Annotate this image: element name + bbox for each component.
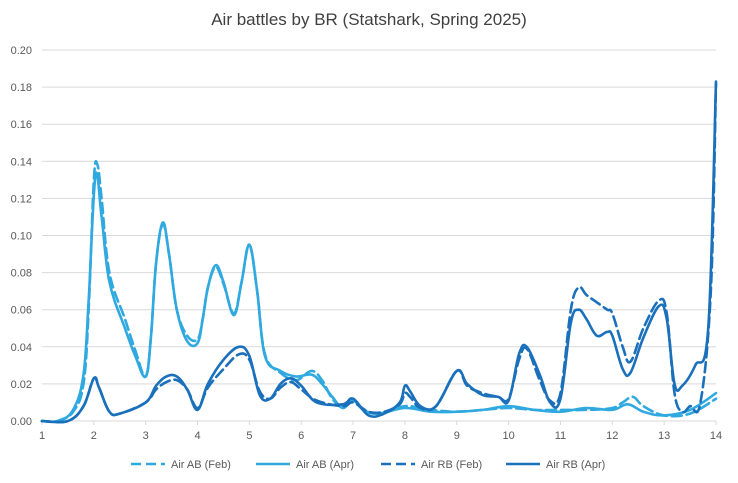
legend-label: Air AB (Apr) <box>296 459 354 471</box>
y-tick-label: 0.08 <box>11 268 32 280</box>
y-tick-label: 0.12 <box>11 193 32 205</box>
x-tick-label: 1 <box>39 430 45 442</box>
y-tick-label: 0.00 <box>11 416 32 428</box>
tick-layer: 0.00 0.02 0.04 0.06 0.08 0.10 0.12 0.14 0.16 0.18… <box>11 45 723 442</box>
series-line-air-ab-feb <box>40 160 718 424</box>
x-tick-label: 13 <box>658 430 670 442</box>
chart-title: Air battles by BR (Statshark, Spring 202… <box>211 10 527 29</box>
legend-label: Air AB (Feb) <box>171 459 231 471</box>
x-tick-label: 6 <box>298 430 304 442</box>
y-tick-label: 0.02 <box>11 379 32 391</box>
legend: Air AB (Feb) Air AB (Apr) Air RB (Feb) Air … <box>131 459 605 471</box>
y-tick-label: 0.14 <box>11 156 32 168</box>
y-tick-label: 0.10 <box>11 231 32 243</box>
x-tick-label: 12 <box>606 430 618 442</box>
x-tick-label: 10 <box>502 430 514 442</box>
x-tick-label: 4 <box>194 430 200 442</box>
x-tick-label: 5 <box>246 430 252 442</box>
series-line-air-ab-apr <box>40 171 718 424</box>
x-tick-label: 14 <box>710 430 722 442</box>
series-line-air-rb-feb <box>40 82 718 424</box>
y-tick-label: 0.06 <box>11 305 32 317</box>
x-tick-label: 9 <box>454 430 460 442</box>
grid-layer <box>42 49 716 422</box>
x-tick-label: 11 <box>555 430 566 442</box>
x-tick-label: 2 <box>91 430 97 442</box>
legend-item-air-ab-feb: Air AB (Feb) <box>131 459 231 471</box>
y-tick-label: 0.16 <box>11 119 32 131</box>
y-tick-label: 0.04 <box>11 342 32 354</box>
series-layer <box>40 80 718 424</box>
legend-label: Air RB (Feb) <box>421 459 482 471</box>
legend-item-air-ab-apr: Air AB (Apr) <box>256 459 354 471</box>
legend-item-air-rb-feb: Air RB (Feb) <box>381 459 482 471</box>
y-tick-label: 0.18 <box>11 82 32 94</box>
x-tick-label: 7 <box>350 430 356 442</box>
x-tick-label: 8 <box>402 430 408 442</box>
x-tick-label: 3 <box>143 430 149 442</box>
y-tick-label: 0.20 <box>11 45 32 57</box>
series-line-air-rb-apr <box>40 80 718 424</box>
legend-item-air-rb-apr: Air RB (Apr) <box>506 459 605 471</box>
legend-label: Air RB (Apr) <box>546 459 605 471</box>
